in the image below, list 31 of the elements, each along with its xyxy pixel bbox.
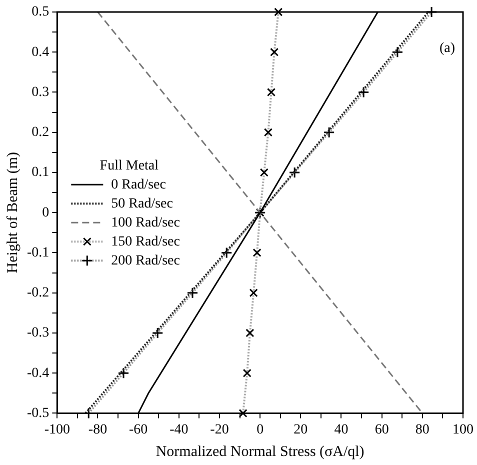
x-tick-label: 60 (374, 422, 389, 438)
y-tick-label: 0.2 (32, 125, 50, 140)
legend-label: 50 Rad/sec (111, 196, 173, 212)
x-tick-label: -20 (210, 422, 229, 438)
y-tick-label: -0.1 (26, 245, 50, 260)
y-tick-label: 0 (42, 205, 50, 220)
x-tick-label: 20 (294, 422, 308, 438)
y-tick-label: 0.4 (32, 44, 50, 60)
x-tick-label: 100 (452, 422, 474, 438)
y-axis-title: Height of Beam (m) (4, 152, 21, 274)
x-axis-title: Normalized Normal Stress (σA/ql) (156, 444, 364, 460)
y-tick-label: -0.2 (26, 286, 50, 301)
legend-label: 100 Rad/sec (111, 215, 180, 230)
x-tick-label: -100 (44, 422, 70, 438)
y-tick-label: 0.5 (32, 4, 50, 20)
legend-label: 0 Rad/sec (111, 177, 166, 192)
x-tick-label: 80 (415, 422, 430, 438)
x-tick-label: 40 (334, 422, 348, 438)
legend-label: 200 Rad/sec (111, 253, 180, 268)
y-tick-label: -0.5 (26, 406, 50, 421)
x-tick-label: -80 (88, 422, 108, 438)
x-tick-label: -60 (128, 422, 148, 438)
annotation: (a) (439, 41, 456, 56)
legend-title: Full Metal (100, 158, 159, 174)
legend-label: 150 Rad/sec (111, 234, 180, 250)
y-tick-label: -0.3 (26, 326, 50, 341)
y-tick-label: -0.4 (26, 366, 50, 381)
x-tick-label: -40 (170, 422, 188, 438)
y-tick-label: 0.3 (32, 84, 50, 100)
x-tick-label: 0 (256, 422, 264, 438)
y-tick-label: 0.1 (32, 165, 50, 180)
